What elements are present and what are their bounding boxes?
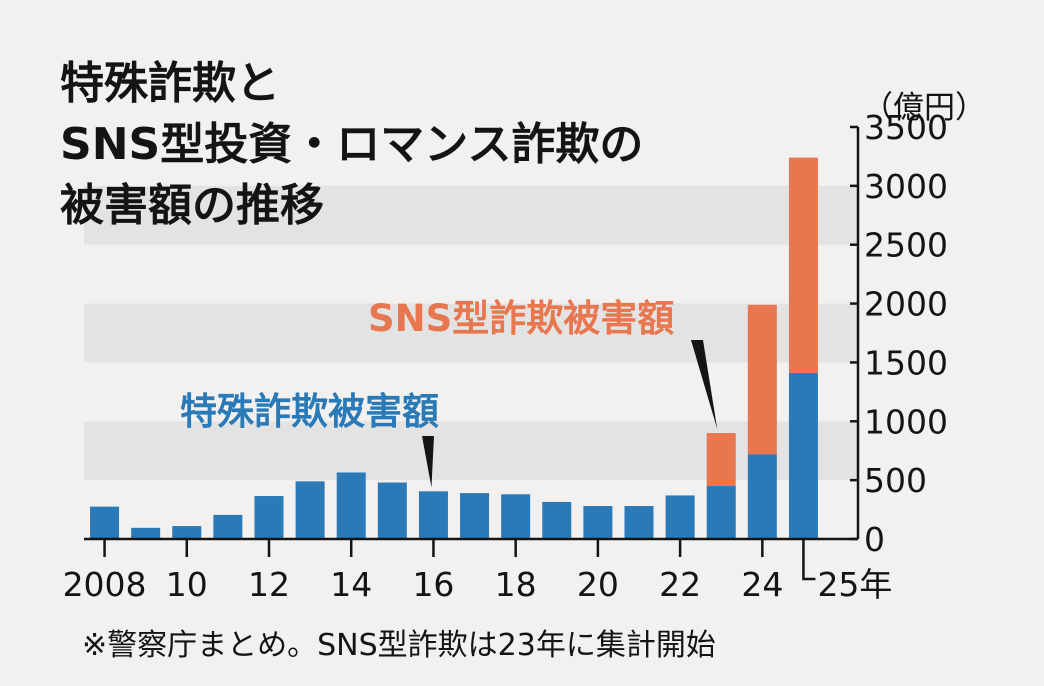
bar-special-2011 [213,514,243,539]
bar-special-2020 [583,506,613,539]
bar-special-2024 [747,454,777,539]
axes [84,125,860,581]
x-tick-mark [802,539,816,581]
x-tick-label: 12 [248,565,290,604]
y-tick-label: 2500 [864,226,948,265]
x-tick-label: 20 [577,565,619,604]
bar-special-2012 [254,496,284,539]
grid-band [84,303,858,363]
sns-fraud-series-label: SNS型詐欺被害額 [368,297,675,340]
bar-special-2018 [501,494,531,539]
y-tick-label: 1500 [864,343,948,382]
x-tick-label: 24 [741,565,783,604]
special-fraud-series-label: 特殊詐欺被害額 [180,390,439,433]
bar-special-2017 [460,493,490,539]
grid-band [84,185,858,245]
bar-special-2009 [131,527,161,539]
bar-special-2016 [418,491,448,539]
x-tick-label: 25年 [817,565,892,604]
chart-title-line-2: SNS型投資・ロマンス詐欺の [60,119,644,170]
y-tick-label: 2000 [864,285,948,324]
x-tick-label: 16 [412,565,454,604]
special-pointer [422,436,434,488]
bar-special-2023 [706,486,736,539]
y-tick-label: 3000 [864,167,948,206]
bar-special-2021 [624,506,654,539]
y-tick-label: 3500 [864,108,948,147]
y-tick-label: 1000 [864,402,948,441]
bars [90,157,818,539]
x-tick-label: 22 [659,565,701,604]
bar-sns-2024 [747,304,777,455]
sns-pointer [691,340,718,430]
tick-labels: 0 500 1000 1500 2000 2500 3000 3500 2008 10 12 14 16… [63,108,948,604]
source-footnote: ※警察庁まとめ。SNS型詐欺は23年に集計開始 [82,628,716,663]
x-tick-label: 10 [166,565,208,604]
grid-bands [84,185,858,481]
y-tick-label: 500 [864,461,927,500]
bar-special-2014 [336,472,366,539]
chart-title-line-1: 特殊詐欺と [60,58,280,109]
bar-special-2008 [90,506,120,539]
bar-sns-2023 [706,433,736,487]
bar-special-2022 [665,495,695,539]
chart-title-line-3: 被害額の推移 [60,180,324,231]
x-tick-label: 18 [495,565,537,604]
annotation-pointers [422,340,718,488]
bar-special-2025 [788,373,818,539]
x-tick-label: 2008 [63,565,147,604]
y-axis-unit-label: （億円） [862,90,986,126]
bar-sns-2025 [788,157,818,374]
bar-special-2010 [172,526,202,539]
x-tick-label: 14 [330,565,372,604]
bar-special-2015 [377,482,407,539]
y-tick-label: 0 [864,520,885,559]
bar-special-2019 [542,501,572,539]
bar-special-2013 [295,481,325,539]
